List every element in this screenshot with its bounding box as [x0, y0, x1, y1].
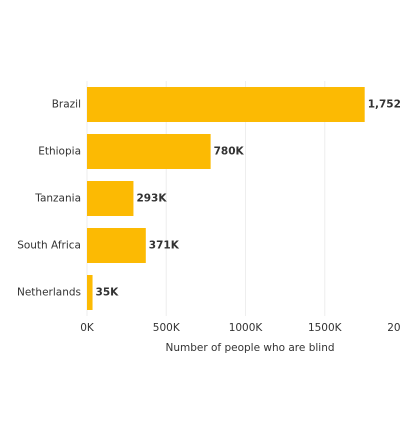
bar	[87, 134, 211, 169]
y-tick-label: Ethiopia	[38, 146, 81, 158]
y-tick-label: Brazil	[52, 99, 81, 111]
bar	[87, 87, 365, 122]
x-axis-label: Number of people who are blind	[165, 342, 334, 354]
value-label: 371K	[149, 240, 180, 252]
x-tick-label: 500K	[153, 322, 181, 334]
value-label: 1,752K	[368, 99, 400, 111]
y-tick-label: South Africa	[17, 240, 81, 252]
x-tick-label: 1500K	[308, 322, 343, 334]
x-tick-label: 2000K	[387, 322, 400, 334]
y-tick-label: Netherlands	[17, 287, 81, 299]
value-label: 293K	[136, 193, 167, 205]
value-label: 780K	[214, 146, 245, 158]
bar	[87, 181, 134, 216]
value-label: 35K	[96, 287, 120, 299]
x-tick-label: 0K	[80, 322, 95, 334]
bar	[87, 275, 93, 310]
bar	[87, 228, 146, 263]
y-tick-label: Tanzania	[34, 193, 81, 205]
x-tick-label: 1000K	[229, 322, 264, 334]
